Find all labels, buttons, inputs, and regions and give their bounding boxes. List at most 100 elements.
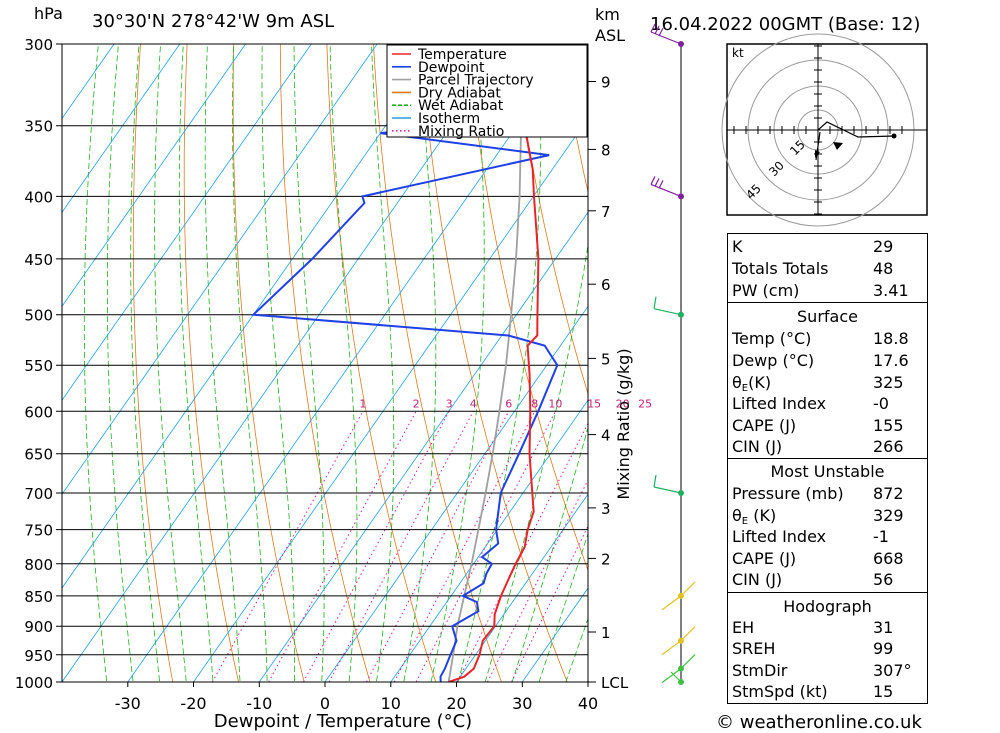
stmspd-value: 15 bbox=[873, 682, 894, 701]
dry-adiabat-line bbox=[989, 0, 1000, 708]
stmdir-label: StmDir bbox=[732, 661, 788, 680]
wind-barb-feather bbox=[650, 176, 656, 185]
wind-barb-feather bbox=[658, 27, 664, 37]
isotherm-line bbox=[62, 44, 312, 401]
legend-entry: Temperature bbox=[417, 47, 507, 63]
mixing-ratio-line bbox=[393, 411, 536, 682]
hodograph: kt 15 30 45 bbox=[721, 33, 928, 227]
wind-barb-staff bbox=[650, 183, 682, 198]
mixing-ratio-line bbox=[302, 411, 450, 682]
wind-barb-staff bbox=[661, 595, 682, 611]
surface-theta-row: θE(K) 325 bbox=[732, 372, 923, 394]
x-tick-label: 40 bbox=[578, 694, 598, 713]
mixing-ratio-label: 20 bbox=[616, 397, 630, 410]
km-axis: 9 8 7 6 5 4 3 2 1 LCL bbox=[588, 74, 629, 692]
temperature-profile bbox=[448, 44, 540, 682]
wind-barb-feather bbox=[680, 626, 696, 642]
mixing-ratio-label: 15 bbox=[587, 397, 601, 410]
mixing-ratio-axis-label: Mixing Ratio (g/kg) bbox=[614, 348, 633, 499]
wet-adiabat-line bbox=[107, 44, 134, 682]
surface-cape-value: 155 bbox=[873, 416, 904, 435]
sreh-label: SREH bbox=[732, 639, 776, 658]
km-tick-label: 8 bbox=[601, 141, 611, 159]
mu-pressure-value: 872 bbox=[873, 484, 904, 503]
mixing-ratio-label: 8 bbox=[531, 397, 538, 410]
eh-row: EH 31 bbox=[732, 617, 923, 638]
wind-barb-feather bbox=[658, 180, 664, 189]
totals-totals-row: Totals Totals 48 bbox=[732, 258, 923, 279]
wind-barb-feather bbox=[653, 296, 657, 309]
isotherm-line bbox=[127, 44, 575, 682]
wind-barb-staff bbox=[661, 640, 682, 656]
pressure-tick-label: 750 bbox=[24, 522, 53, 540]
wet-adiabat-line bbox=[565, 617, 588, 682]
eh-value: 31 bbox=[873, 618, 894, 637]
surface-panel: Surface Temp (°C) 18.8 Dewp (°C) 17.6 θE(K… bbox=[727, 302, 928, 459]
isotherm-line bbox=[324, 305, 588, 682]
x-tick-label: 30 bbox=[512, 694, 532, 713]
mixing-ratio-labels: 1 2 3 4 6 8 10 15 20 25 bbox=[359, 397, 652, 410]
mixing-ratio-line bbox=[328, 411, 474, 682]
pressure-tick-label: 850 bbox=[24, 588, 53, 606]
mixing-ratio-label: 10 bbox=[548, 397, 562, 410]
wind-barb-staff bbox=[653, 308, 682, 316]
pressure-tick-label: 600 bbox=[24, 403, 53, 421]
mixing-ratio-label: 3 bbox=[446, 397, 453, 410]
isotherm-line bbox=[456, 493, 588, 682]
x-tick-label: -20 bbox=[180, 694, 206, 713]
mu-li-label: Lifted Index bbox=[732, 527, 827, 546]
storm-motion-arrow bbox=[833, 142, 843, 150]
surface-temp-value: 18.8 bbox=[873, 329, 909, 348]
pressure-tick-label: 700 bbox=[24, 485, 53, 503]
surface-title: Surface bbox=[797, 307, 858, 326]
mixing-ratio-line bbox=[415, 411, 556, 682]
mixing-ratio-label: 1 bbox=[359, 397, 366, 410]
totals-totals-label: Totals Totals bbox=[732, 259, 829, 278]
pw-value: 3.41 bbox=[873, 281, 909, 300]
footer-credit: © weatheronline.co.uk bbox=[716, 712, 922, 733]
mixing-ratio-lines bbox=[211, 411, 588, 682]
km-tick-label: 7 bbox=[601, 203, 611, 221]
mu-cape-label: CAPE (J) bbox=[732, 549, 797, 568]
most-unstable-title: Most Unstable bbox=[770, 462, 885, 481]
stmspd-row: StmSpd (kt) 15 bbox=[732, 681, 923, 702]
isotherm-line bbox=[390, 399, 588, 682]
legend-box bbox=[386, 44, 588, 138]
mixing-ratio-label: 6 bbox=[505, 397, 512, 410]
surface-cape-label: CAPE (J) bbox=[732, 416, 797, 435]
mu-theta-label: θE (K) bbox=[732, 506, 777, 527]
x-tick-label: 0 bbox=[320, 694, 330, 713]
legend-entry: Wet Adiabat bbox=[418, 98, 504, 114]
wet-adiabat-line bbox=[457, 44, 542, 682]
pw-label: PW (cm) bbox=[732, 281, 800, 300]
wet-adiabat-line bbox=[293, 44, 325, 682]
mu-li-row: Lifted Index -1 bbox=[732, 526, 923, 547]
surface-dewp-label: Dewp (°C) bbox=[732, 351, 815, 370]
hodograph-panel: Hodograph EH 31 SREH 99 StmDir 307° StmSpd … bbox=[727, 592, 928, 704]
parcel-trajectory-profile bbox=[447, 44, 523, 682]
wind-barb-dot bbox=[678, 490, 684, 496]
mu-theta-value: 329 bbox=[873, 506, 904, 525]
isotherm-line bbox=[193, 117, 588, 682]
k-index-label: K bbox=[732, 237, 743, 256]
km-tick-label: 9 bbox=[601, 74, 611, 92]
dry-adiabat-line bbox=[279, 44, 371, 682]
wind-barb-staff bbox=[670, 671, 682, 683]
wind-barb-feather bbox=[650, 23, 656, 33]
asl-label: ASL bbox=[595, 26, 625, 45]
totals-totals-value: 48 bbox=[873, 259, 894, 278]
legend-entry: Dewpoint bbox=[418, 60, 485, 76]
x-tick-label: -10 bbox=[246, 694, 272, 713]
shear-arrow bbox=[815, 150, 820, 158]
dry-adiabat-line bbox=[945, 0, 1000, 708]
wind-profile bbox=[650, 23, 696, 685]
legend-entry: Dry Adiabat bbox=[418, 85, 501, 101]
pressure-tick-label: 950 bbox=[24, 647, 53, 665]
x-axis-label: Dewpoint / Temperature (°C) bbox=[214, 711, 472, 732]
mu-cin-row: CIN (J) 56 bbox=[732, 569, 923, 590]
isotherm-line bbox=[62, 44, 444, 589]
hodograph-table-title: Hodograph bbox=[783, 597, 872, 616]
isotherm-line bbox=[62, 44, 509, 682]
wet-adiabat-line bbox=[83, 44, 108, 682]
pressure-tick-label: 800 bbox=[24, 556, 53, 574]
